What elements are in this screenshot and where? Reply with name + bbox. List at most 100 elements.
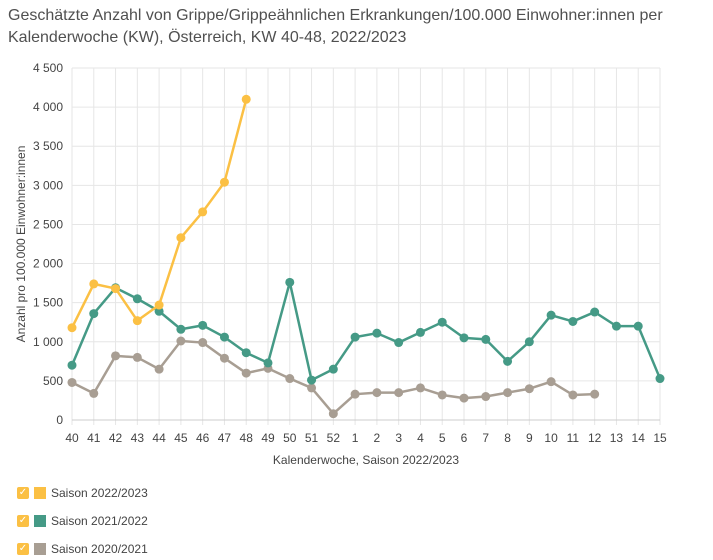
data-point	[307, 383, 317, 393]
data-point	[590, 389, 600, 399]
x-tick-label: 12	[588, 431, 602, 445]
data-point	[524, 384, 534, 394]
x-tick-label: 13	[610, 431, 624, 445]
x-tick-label: 46	[196, 431, 210, 445]
data-point	[590, 307, 600, 317]
legend-label: Saison 2021/2022	[51, 514, 148, 528]
x-tick-label: 8	[504, 431, 511, 445]
line-chart: 0 500 1 000 1 500 2 000 2 500 3 000 3 500 4 000 4…	[14, 61, 667, 467]
data-point	[524, 337, 534, 347]
legend-swatch	[34, 543, 46, 555]
data-point	[176, 336, 186, 346]
data-point	[437, 317, 447, 327]
checkbox-checked-icon[interactable]: ✓	[17, 543, 29, 555]
x-tick-label: 7	[482, 431, 489, 445]
data-point	[198, 207, 208, 217]
data-point	[89, 388, 99, 398]
data-point	[67, 360, 77, 370]
data-point	[503, 388, 513, 398]
x-tick-label: 48	[240, 431, 254, 445]
x-tick-label: 1	[352, 431, 359, 445]
x-tick-label: 14	[632, 431, 646, 445]
x-tick-label: 41	[87, 431, 101, 445]
x-tick-label: 10	[544, 431, 558, 445]
data-point	[546, 377, 556, 387]
y-tick-label: 0	[56, 413, 63, 427]
y-tick-label: 2 000	[33, 257, 63, 271]
data-point	[176, 233, 186, 243]
y-tick-label: 4 000	[33, 100, 63, 114]
data-point	[176, 324, 186, 334]
data-point	[89, 309, 99, 319]
data-point	[154, 300, 164, 310]
data-point	[241, 94, 251, 104]
x-tick-label: 6	[461, 431, 468, 445]
y-tick-label: 500	[43, 374, 63, 388]
data-point	[546, 310, 556, 320]
data-point	[568, 316, 578, 326]
data-point	[241, 368, 251, 378]
x-tick-label: 3	[395, 431, 402, 445]
x-tick-label: 49	[261, 431, 275, 445]
data-point	[415, 383, 425, 393]
data-point	[481, 392, 491, 402]
data-point	[372, 388, 382, 398]
data-point	[111, 351, 121, 361]
x-tick-label: 2	[374, 431, 381, 445]
x-tick-label: 43	[131, 431, 145, 445]
data-point	[285, 374, 295, 384]
checkbox-checked-icon[interactable]: ✓	[17, 487, 29, 499]
y-tick-label: 1 000	[33, 335, 63, 349]
data-point	[394, 338, 404, 348]
y-axis-label: Anzahl pro 100.000 Einwohner:innen	[14, 146, 28, 343]
data-point	[154, 306, 164, 316]
data-point	[459, 333, 469, 343]
data-point	[503, 356, 513, 366]
data-point	[111, 284, 121, 294]
data-point	[415, 327, 425, 337]
legend-label: Saison 2020/2021	[51, 542, 148, 556]
data-point	[350, 389, 360, 399]
series-line	[70, 281, 662, 382]
data-point	[633, 321, 643, 331]
x-tick-label: 42	[109, 431, 123, 445]
x-tick-label: 52	[327, 431, 341, 445]
x-tick-label: 15	[653, 431, 667, 445]
data-point	[328, 364, 338, 374]
y-tick-label: 3 000	[33, 178, 63, 192]
x-tick-label: 40	[65, 431, 79, 445]
legend-label: Saison 2022/2023	[51, 486, 148, 500]
legend-item[interactable]: ✓ Saison 2021/2022	[17, 514, 148, 528]
x-tick-label: 47	[218, 431, 232, 445]
data-point	[394, 388, 404, 398]
data-point	[219, 332, 229, 342]
data-point	[328, 409, 338, 419]
data-point	[198, 338, 208, 348]
data-point	[219, 177, 229, 187]
legend-item[interactable]: ✓ Saison 2020/2021	[17, 542, 148, 556]
x-tick-label: 51	[305, 431, 319, 445]
data-point	[307, 375, 317, 385]
x-tick-label: 11	[567, 431, 580, 445]
x-tick-label: 44	[152, 431, 166, 445]
y-tick-label: 4 500	[33, 61, 63, 75]
data-point	[459, 393, 469, 403]
data-point	[219, 353, 229, 363]
data-point	[481, 334, 491, 344]
data-point	[611, 321, 621, 331]
data-point	[89, 279, 99, 289]
x-tick-label: 4	[417, 431, 424, 445]
data-point	[132, 352, 142, 362]
data-point	[132, 294, 142, 304]
checkbox-checked-icon[interactable]: ✓	[17, 515, 29, 527]
chart-title: Geschätzte Anzahl von Grippe/Grippeähnli…	[8, 7, 663, 46]
legend-item[interactable]: ✓ Saison 2022/2023	[17, 486, 148, 500]
x-tick-label: 45	[174, 431, 188, 445]
legend-swatch	[34, 487, 46, 499]
data-point	[285, 277, 295, 287]
y-tick-label: 3 500	[33, 139, 63, 153]
data-point	[437, 390, 447, 400]
x-tick-label: 9	[526, 431, 533, 445]
data-point	[241, 348, 251, 358]
